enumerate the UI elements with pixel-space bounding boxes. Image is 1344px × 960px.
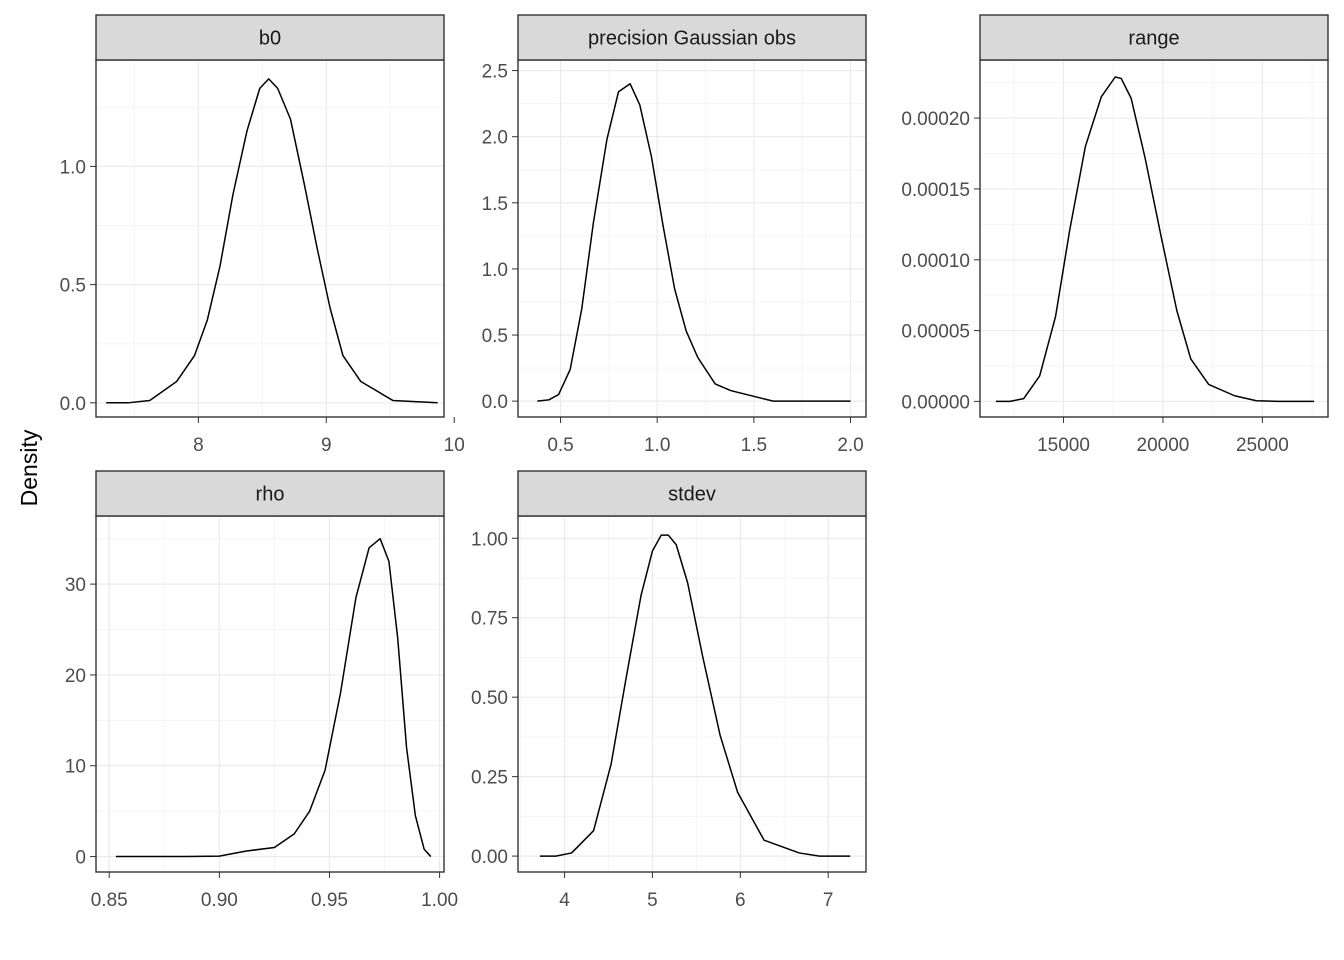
- y-tick-label: 1.0: [60, 157, 86, 178]
- y-tick-label: 1.00: [471, 529, 508, 550]
- y-tick-label: 0.75: [471, 609, 508, 630]
- facet-strip: [517, 470, 867, 517]
- density-line: [537, 83, 851, 402]
- facet-strip: [979, 14, 1329, 61]
- x-tick-label: 0.85: [91, 890, 128, 911]
- panel-background: [980, 60, 1328, 417]
- panel-1: 0.5 1.0 1.5 2.0 0.0 0.5 1.0 1.5 2.0 2.5 precision …: [482, 14, 867, 456]
- x-tick-label: 20000: [1137, 435, 1190, 456]
- panel-background: [518, 516, 866, 872]
- y-tick-label: 0.25: [471, 768, 508, 789]
- y-axis-label: Density: [16, 429, 42, 506]
- y-tick-label: 0.00000: [901, 392, 970, 413]
- facet-strip-label: rho: [256, 484, 285, 506]
- facet-strip-label: precision Gaussian obs: [588, 28, 796, 50]
- x-tick-label: 1.0: [644, 435, 670, 456]
- facet-strip-label: stdev: [668, 484, 716, 506]
- y-tick-label: 0.00: [471, 847, 508, 868]
- x-tick-label: 25000: [1236, 435, 1289, 456]
- x-tick-label: 1.00: [421, 890, 458, 911]
- x-tick-label: 4: [559, 890, 570, 911]
- x-tick-label: 5: [647, 890, 658, 911]
- density-line: [106, 78, 438, 404]
- x-tick-label: 9: [321, 435, 332, 456]
- y-tick-label: 0.0: [60, 394, 86, 415]
- panel-4: 4 5 6 7 0.00 0.25 0.50 0.75 1.00 stdev: [471, 470, 867, 911]
- x-tick-label: 7: [823, 890, 834, 911]
- panel-background: [96, 60, 444, 417]
- y-tick-label: 0.00015: [901, 180, 970, 201]
- y-tick-label: 0.50: [471, 688, 508, 709]
- x-tick-label: 2.0: [837, 435, 863, 456]
- panel-background: [518, 60, 866, 417]
- y-tick-label: 10: [65, 757, 86, 778]
- x-tick-label: 0.5: [547, 435, 573, 456]
- y-tick-label: 0.0: [482, 392, 508, 413]
- facet-strip-label: range: [1128, 28, 1179, 50]
- facet-strip: [517, 14, 867, 61]
- x-tick-label: 6: [735, 890, 746, 911]
- y-tick-label: 0.00005: [901, 322, 970, 343]
- x-tick-label: 0.95: [311, 890, 348, 911]
- y-tick-label: 30: [65, 575, 86, 596]
- panel-background: [96, 516, 444, 872]
- x-tick-label: 10: [444, 435, 465, 456]
- panel-2: 15000 20000 25000 0.00000 0.00005 0.00010 0.00…: [901, 14, 1329, 456]
- y-tick-label: 0.00010: [901, 251, 970, 272]
- density-line: [539, 534, 851, 857]
- facet-strip: [95, 14, 445, 61]
- y-tick-label: 2.0: [482, 128, 508, 149]
- facet-strip-label: b0: [259, 28, 281, 50]
- y-tick-label: 2.5: [482, 62, 508, 83]
- y-tick-label: 0.00020: [901, 109, 970, 130]
- y-tick-label: 20: [65, 666, 86, 687]
- panel-3: 0.85 0.90 0.95 1.00 0 10 20 30 rho: [65, 470, 458, 911]
- density-line: [995, 76, 1315, 403]
- x-tick-label: 1.5: [741, 435, 767, 456]
- x-tick-label: 8: [193, 435, 204, 456]
- y-tick-label: 0.5: [60, 276, 86, 297]
- panel-0: 8 9 10 0.0 0.5 1.0 b0: [60, 14, 465, 456]
- x-tick-label: 0.90: [201, 890, 238, 911]
- density-line: [115, 537, 432, 858]
- x-tick-label: 15000: [1037, 435, 1090, 456]
- y-tick-label: 1.5: [482, 194, 508, 215]
- y-tick-label: 0.5: [482, 326, 508, 347]
- y-tick-label: 1.0: [482, 260, 508, 281]
- y-tick-label: 0: [75, 848, 86, 869]
- facet-strip: [95, 470, 445, 517]
